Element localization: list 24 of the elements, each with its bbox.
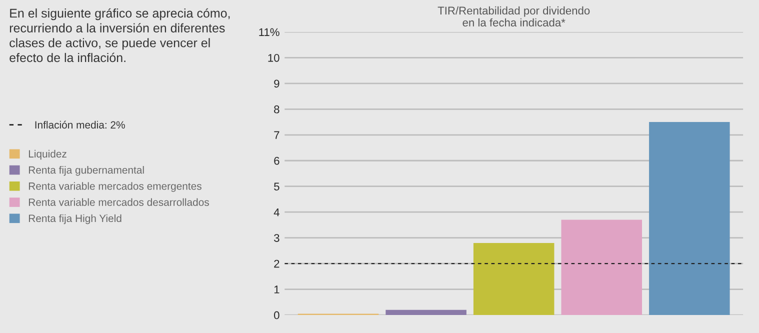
y-tick-label: 6 bbox=[274, 156, 280, 165]
bar bbox=[561, 220, 642, 316]
y-tick-label: 3 bbox=[274, 234, 280, 242]
y-tick-label: 2 bbox=[274, 260, 280, 268]
y-tick-label: 4 bbox=[274, 208, 280, 216]
y-tick-label: 11% bbox=[259, 28, 280, 36]
y-tick-label: 8 bbox=[274, 105, 280, 114]
bar bbox=[473, 242, 554, 316]
y-tick-label: 1 bbox=[274, 286, 280, 294]
text: En el siguiente gráfico se aprecia cómo, recurriendo a la inversión en diferentes clases de activo, se puede vencer el efecto de la inflación. bbox=[10, 8, 230, 62]
y-tick-label: 0 bbox=[274, 311, 280, 320]
y-tick-label: 9 bbox=[274, 80, 280, 88]
y-tick-label: 10 bbox=[268, 54, 280, 62]
legend-label: Renta fija High Yield bbox=[28, 214, 122, 224]
y-tick-label: 5 bbox=[274, 182, 280, 190]
legend-label: Inflación media: 2% bbox=[35, 120, 125, 129]
bar bbox=[386, 310, 466, 316]
legend-label: Renta fija gubernamental bbox=[28, 166, 144, 176]
bar bbox=[649, 122, 730, 316]
y-tick-label: 7 bbox=[274, 131, 280, 139]
legend-label: Renta variable mercados desarrollados bbox=[28, 198, 209, 206]
legend-label: Renta variable mercados emergentes bbox=[28, 182, 202, 192]
legend-label: Liquidez bbox=[28, 150, 66, 160]
chart-title: TIR/Rentabilidad por dividendo en la fecha indicada* bbox=[438, 6, 590, 27]
